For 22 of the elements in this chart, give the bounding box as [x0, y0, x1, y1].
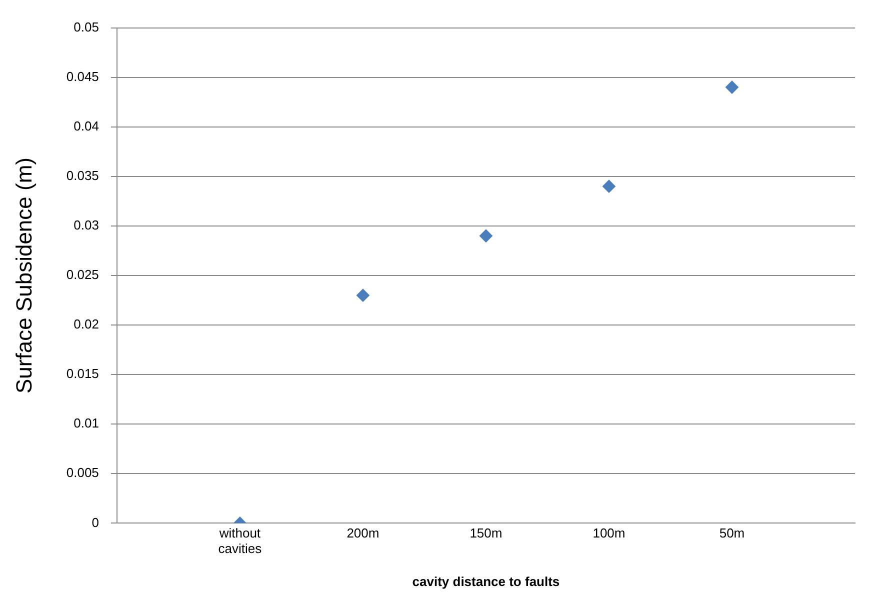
y-axis-title: Surface Subsidence (m)	[11, 158, 36, 394]
point	[479, 229, 492, 242]
point	[356, 288, 370, 302]
y-tick-label: 0.015	[66, 366, 99, 382]
point	[725, 80, 738, 94]
y-tick-label: 0.005	[66, 465, 99, 480]
y-tick-label: 0	[92, 514, 99, 530]
x-tick-label: 200m	[346, 526, 380, 541]
y-tick-label: 0.05	[74, 19, 99, 34]
y-tick-label: 0.025	[66, 267, 99, 282]
y-tick-label: 0.035	[66, 168, 99, 183]
x-tick-label: 150m	[470, 526, 502, 541]
y-tick-label: 0.04	[74, 118, 99, 134]
y-tick-label: 0.02	[74, 316, 99, 332]
y-tick-label: 0.03	[74, 218, 99, 233]
x-tick-label: 50m	[719, 526, 745, 541]
point	[602, 180, 616, 193]
x-tick-label: without cavities	[218, 526, 262, 556]
y-tick-label: 0.01	[74, 416, 99, 431]
x-axis-title: cavity distance to faults	[412, 574, 560, 589]
x-tick-label: 100m	[592, 526, 626, 541]
y-tick-label: 0.045	[66, 68, 99, 84]
